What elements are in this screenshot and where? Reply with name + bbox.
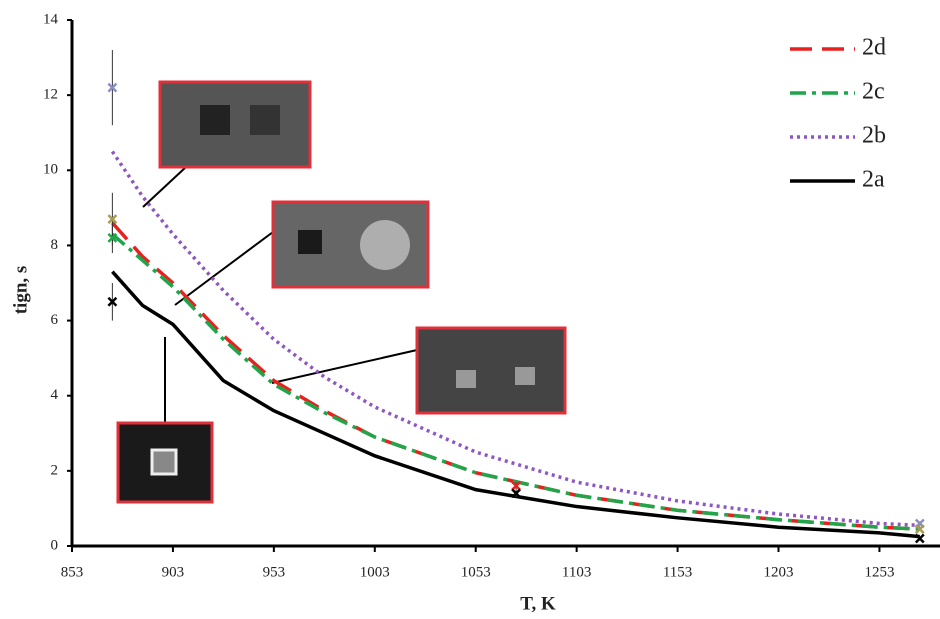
inset-flame	[360, 220, 410, 270]
y-tick-label: 12	[43, 87, 58, 103]
y-tick-label: 10	[43, 162, 58, 178]
legend-label: 2a	[862, 167, 885, 193]
series-line	[111, 232, 920, 531]
data-point	[511, 488, 521, 499]
data-point	[107, 233, 118, 243]
legend-label: 2b	[862, 123, 886, 149]
inset-image	[158, 80, 312, 169]
data-point	[107, 214, 118, 225]
inset-particle	[515, 367, 535, 385]
inset-particle	[200, 105, 230, 135]
callout	[174, 231, 274, 306]
y-tick-label: 0	[51, 537, 59, 553]
y-tick-label: 14	[43, 11, 59, 27]
y-tick-label: 6	[51, 312, 59, 328]
x-tick-label: 1003	[360, 564, 390, 580]
x-tick-label: 1053	[461, 564, 491, 580]
x-tick-label: 1103	[562, 564, 591, 580]
y-axis-title: tign, s	[10, 266, 31, 315]
legend-label: 2c	[862, 79, 885, 105]
inset-particle	[298, 230, 322, 254]
inset-particle	[150, 448, 178, 476]
x-tick-label: 1153	[663, 564, 692, 580]
data-point	[914, 524, 925, 534]
data-point	[914, 533, 925, 544]
data-point	[511, 481, 521, 491]
x-axis-title: T, K	[520, 593, 556, 614]
y-tick-label: 2	[51, 462, 59, 478]
x-tick-label: 1253	[864, 564, 894, 580]
callout	[271, 349, 418, 384]
callout	[142, 166, 187, 208]
inset-particle	[456, 370, 476, 388]
x-tick-label: 1203	[764, 564, 794, 580]
inset-image	[415, 326, 567, 415]
x-tick-label: 853	[61, 564, 84, 580]
y-tick-label: 8	[51, 237, 59, 253]
x-tick-label: 953	[263, 564, 286, 580]
series-line	[111, 270, 920, 539]
insets	[116, 80, 567, 504]
legend-label: 2d	[862, 35, 886, 61]
y-tick-label: 4	[51, 387, 59, 403]
data-point	[107, 296, 118, 307]
inset-particle	[250, 105, 280, 135]
x-tick-label: 903	[162, 564, 185, 580]
data-point	[107, 82, 118, 93]
